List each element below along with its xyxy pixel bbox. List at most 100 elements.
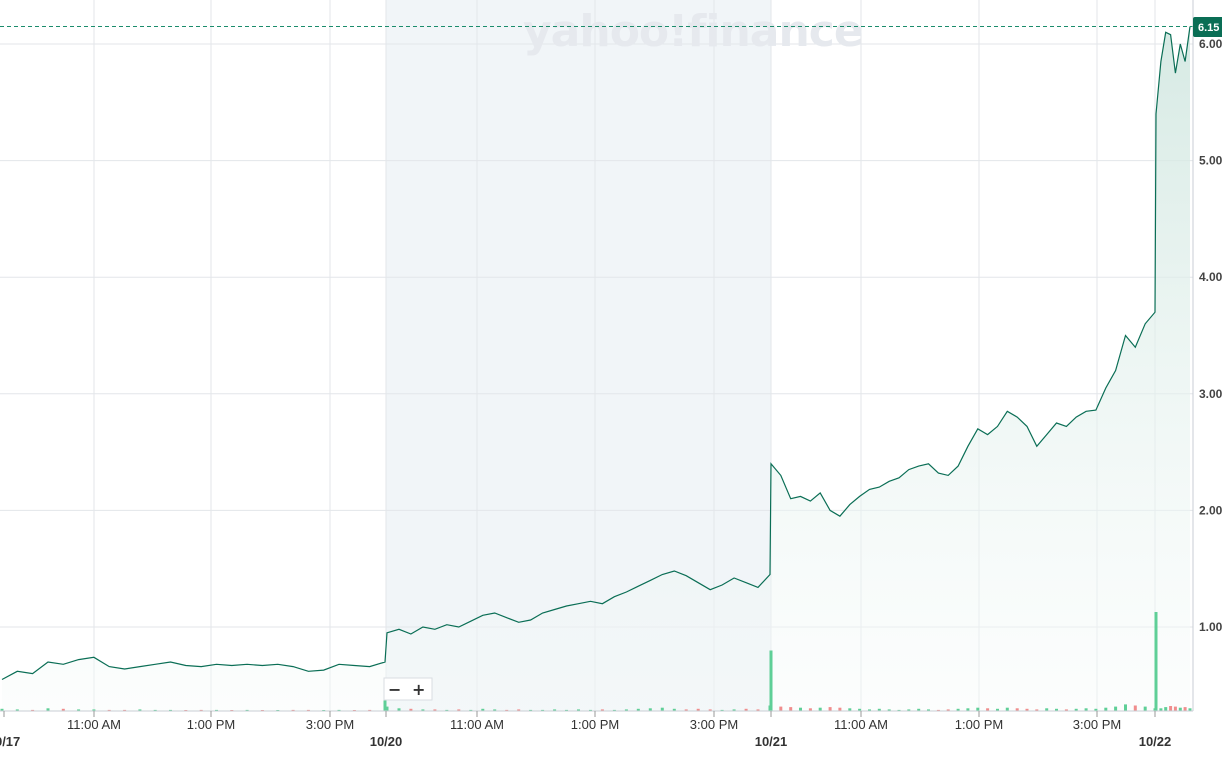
x-time-label: 3:00 PM <box>690 717 738 732</box>
volume-bar <box>1133 705 1137 711</box>
volume-bar <box>0 708 4 711</box>
volume-bar <box>799 707 802 711</box>
volume-bar <box>577 709 580 711</box>
volume-bar <box>1173 706 1177 711</box>
volume-bar <box>517 709 521 711</box>
volume-bar <box>769 650 773 711</box>
volume-bar <box>1124 704 1127 711</box>
volume-bar <box>612 709 616 711</box>
volume-bar <box>808 708 812 712</box>
x-time-label: 11:00 AM <box>67 717 121 732</box>
volume-bar <box>123 709 127 711</box>
zoom-out-button[interactable]: − <box>384 678 406 700</box>
volume-bar <box>1183 707 1187 711</box>
zoom-controls: − + <box>383 677 433 701</box>
volume-bar <box>789 707 793 711</box>
volume-bar <box>541 709 545 711</box>
yahoo-finance-watermark: yahoo!finance <box>523 6 863 57</box>
volume-bar <box>199 709 203 711</box>
volume-bar <box>946 709 950 711</box>
price-line-layer <box>1 26 1191 681</box>
volume-bar <box>409 708 413 711</box>
volume-bar <box>1154 612 1158 711</box>
volume-bar <box>291 709 295 711</box>
volume-bar <box>245 709 249 711</box>
zoom-in-button[interactable]: + <box>408 678 430 700</box>
x-date-label: 10/17 <box>0 734 20 749</box>
volume-bar <box>818 707 822 711</box>
volume-bar <box>672 708 676 711</box>
volume-bar <box>976 707 980 711</box>
volume-bar <box>858 708 862 711</box>
y-axis-labels: 1.00 2.00 3.00 4.00 5.00 6.00 <box>1199 37 1222 634</box>
price-area <box>2 26 1190 711</box>
volume-bar <box>529 709 533 711</box>
x-time-label: 1:00 PM <box>955 717 1003 732</box>
y-tick-label: 6.00 <box>1199 37 1222 51</box>
volume-bar <box>848 708 852 712</box>
y-tick-label: 2.00 <box>1199 503 1222 517</box>
volume-bar <box>684 709 688 711</box>
volume-bar <box>1159 708 1163 712</box>
x-time-label: 3:00 PM <box>306 717 354 732</box>
volume-bar <box>306 709 310 711</box>
volume-bar <box>732 709 736 711</box>
volume-bar <box>956 708 960 711</box>
volume-bar <box>1094 708 1098 711</box>
volume-bar <box>828 707 832 711</box>
x-time-label: 11:00 AM <box>834 717 888 732</box>
volume-bar <box>648 708 652 712</box>
x-time-label: 3:00 PM <box>1073 717 1121 732</box>
volume-bars <box>0 612 1192 712</box>
volume-bar <box>838 707 842 711</box>
volume-bar <box>565 709 568 711</box>
volume-bar <box>368 709 372 711</box>
x-date-label: 10/21 <box>755 734 788 749</box>
volume-bar <box>887 709 891 711</box>
volume-bar <box>1025 708 1029 711</box>
x-time-label: 11:00 AM <box>450 717 504 732</box>
volume-bar <box>457 709 461 711</box>
volume-bar <box>1178 707 1182 711</box>
volume-bar <box>589 709 592 711</box>
volume-bar <box>1005 707 1009 711</box>
y-tick-label: 3.00 <box>1199 387 1222 401</box>
volume-bar <box>481 708 485 711</box>
volume-bar <box>1055 708 1058 711</box>
volume-bar <box>1169 706 1173 711</box>
volume-bar <box>445 709 449 711</box>
volume-bar <box>660 707 664 711</box>
volume-bar <box>77 709 81 711</box>
volume-bar <box>92 709 96 711</box>
volume-bar <box>31 709 35 711</box>
volume-bar <box>1074 708 1078 711</box>
x-date-label: 10/20 <box>370 734 403 749</box>
price-area-fill <box>2 26 1190 711</box>
volume-bar <box>600 709 604 711</box>
volume-bar <box>877 708 881 711</box>
volume-bar <box>1084 708 1088 712</box>
y-tick-label: 5.00 <box>1199 154 1222 168</box>
volume-bar <box>1104 707 1108 711</box>
x-date-label: 10/22 <box>1139 734 1172 749</box>
volume-bar <box>696 708 700 711</box>
volume-bar <box>433 709 437 711</box>
volume-bar <box>779 706 783 711</box>
volume-bar <box>469 709 473 711</box>
y-tick-label: 1.00 <box>1199 620 1222 634</box>
volume-bar <box>337 709 341 711</box>
volume-bar <box>720 709 724 711</box>
volume-bar <box>107 709 111 711</box>
volume-bar <box>1045 708 1049 712</box>
volume-bar <box>46 708 50 712</box>
volume-bar <box>756 709 760 711</box>
x-axis-labels: 11:00 AM 1:00 PM 3:00 PM 11:00 AM 1:00 PM 3:0… <box>0 711 1171 749</box>
volume-bar <box>1143 706 1147 711</box>
volume-bar <box>636 708 640 711</box>
volume-bar <box>553 709 557 711</box>
zoom-out-icon: − <box>388 680 401 699</box>
volume-bar <box>927 709 930 711</box>
volume-bar <box>936 709 940 711</box>
volume-bar <box>1035 709 1039 711</box>
